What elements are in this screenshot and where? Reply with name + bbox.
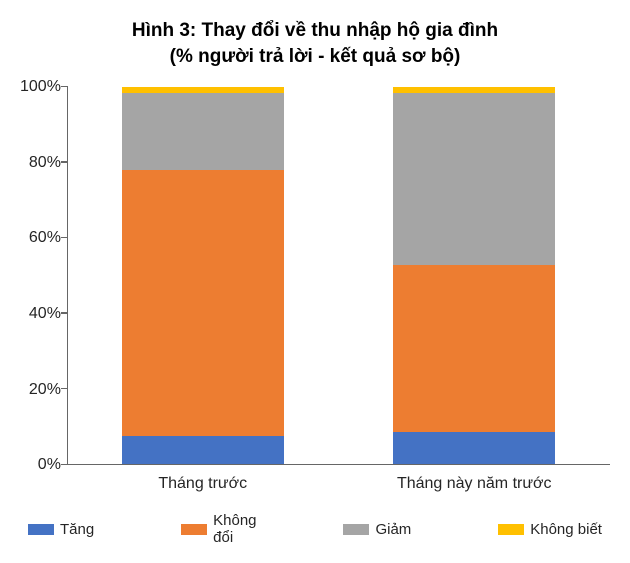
legend-swatch — [28, 524, 54, 535]
legend-item-khongdoi: Khôngđổi — [181, 513, 256, 546]
x-axis-label: Tháng trước — [122, 475, 284, 493]
bar-segment-khongdoi — [393, 265, 555, 433]
legend-swatch — [498, 524, 524, 535]
legend-label: Không biết — [530, 522, 602, 539]
y-tick-mark — [61, 86, 68, 88]
y-tick-mark — [61, 237, 68, 239]
legend: Tăng Khôngđổi Giảm Không biết — [20, 513, 610, 546]
y-tick-mark — [61, 161, 68, 163]
bar-segment-giam — [393, 93, 555, 265]
chart-container: Hình 3: Thay đổi về thu nhập hộ gia đình… — [0, 0, 630, 560]
legend-swatch — [181, 524, 207, 535]
y-axis: 100%80%60%40%20%0% — [20, 87, 67, 465]
bar — [393, 87, 555, 464]
bar-segment-tang — [122, 436, 284, 464]
bar-segment-khongdoi — [122, 170, 284, 436]
x-axis: Tháng trước Tháng này năm trước — [67, 475, 610, 493]
y-tick-mark — [61, 464, 68, 466]
plot-area — [67, 87, 610, 465]
legend-label: Tăng — [60, 522, 94, 539]
legend-item-tang: Tăng — [28, 522, 94, 539]
chart-title-line1: Hình 3: Thay đổi về thu nhập hộ gia đình — [20, 18, 610, 44]
legend-item-khongbiet: Không biết — [498, 522, 602, 539]
legend-label: Giảm — [375, 522, 411, 539]
y-tick-mark — [61, 388, 68, 390]
y-tick-mark — [61, 312, 68, 314]
chart-title: Hình 3: Thay đổi về thu nhập hộ gia đình… — [20, 18, 610, 69]
legend-swatch — [343, 524, 369, 535]
bar-segment-tang — [393, 432, 555, 464]
bar-segment-giam — [122, 93, 284, 170]
plot-wrap: 100%80%60%40%20%0% — [20, 87, 610, 465]
bar — [122, 87, 284, 464]
legend-item-giam: Giảm — [343, 522, 411, 539]
legend-label: Khôngđổi — [213, 513, 256, 546]
bars — [68, 87, 610, 464]
chart-title-line2: (% người trả lời - kết quả sơ bộ) — [20, 44, 610, 70]
x-axis-label: Tháng này năm trước — [393, 475, 555, 493]
